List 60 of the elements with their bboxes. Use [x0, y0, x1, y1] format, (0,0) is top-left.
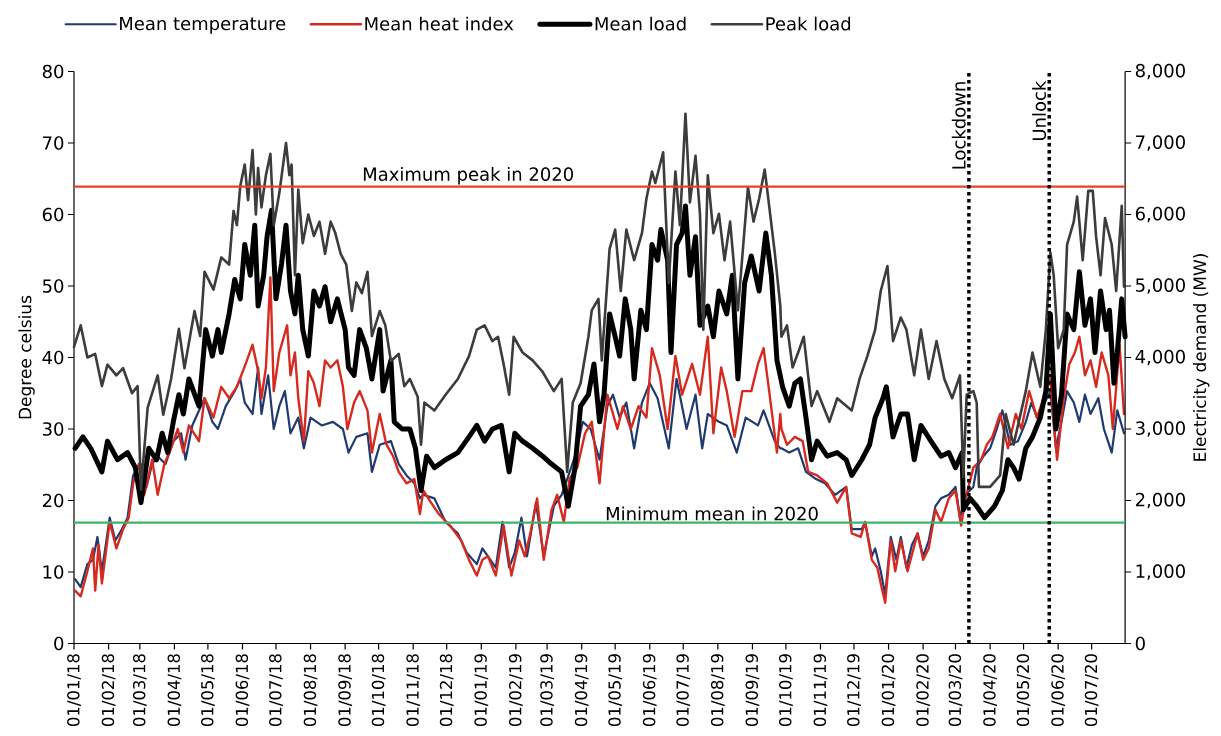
x-tick-label: 01/06/19: [642, 654, 657, 727]
y2-tick-label: 8,000: [1135, 63, 1185, 80]
x-tick-label: 01/12/18: [439, 654, 454, 727]
x-tick-label: 01/05/20: [1016, 654, 1031, 727]
y2-tick-label: 3,000: [1136, 421, 1185, 437]
legend-label: Mean temperature: [120, 16, 286, 34]
y-tick-label: 80: [42, 64, 64, 79]
x-tick-label: 01/01/18: [67, 654, 81, 727]
y2-tick-label: 1,000: [1136, 564, 1185, 580]
x-tick-label: 01/10/18: [371, 654, 386, 727]
y2-tick-label: 6,000: [1135, 206, 1185, 223]
x-tick-label: 01/11/18: [406, 654, 421, 727]
x-tick-label: 01/04/20: [983, 654, 997, 727]
y2-tick-label: 2,000: [1135, 492, 1185, 509]
ref-line-label: Minimum mean in 2020: [606, 506, 818, 521]
x-tick-label: 01/08/18: [303, 654, 318, 727]
legend-label: Peak load: [766, 16, 851, 31]
x-tick-label: 01/09/18: [338, 654, 353, 727]
x-tick-label: 01/03/20: [948, 654, 963, 727]
x-tick-label: 01/07/19: [676, 654, 691, 727]
y-tick-label: 10: [43, 565, 64, 579]
x-tick-label: 01/02/20: [916, 654, 931, 727]
line-series: [73, 276, 1126, 604]
x-tick-label: 01/02/18: [101, 654, 116, 727]
y2-tick-label: 4,000: [1135, 349, 1185, 366]
x-tick-label: 01/08/19: [710, 654, 725, 727]
x-tick-label: 01/10/19: [779, 654, 793, 727]
y2-axis-title: Electricity demand (MW): [1192, 254, 1210, 461]
x-tick-label: 01/03/18: [132, 654, 147, 727]
x-tick-label: 01/04/19: [574, 654, 589, 727]
x-tick-label: 01/06/20: [1051, 654, 1066, 727]
x-tick-label: 01/07/18: [269, 654, 283, 727]
y-tick-label: 50: [42, 279, 64, 293]
ref-line-label: Unlock: [1032, 80, 1047, 141]
x-tick-label: 01/07/20: [1084, 654, 1099, 727]
y2-tick-label: 0: [1135, 636, 1145, 651]
y2-tick-label: 5,000: [1136, 278, 1185, 294]
x-tick-label: 01/05/19: [608, 654, 623, 727]
x-tick-label: 01/05/18: [201, 654, 215, 727]
legend-label: Mean heat index: [365, 16, 514, 31]
y-tick-label: 70: [43, 136, 64, 150]
x-tick-label: 01/01/20: [881, 654, 896, 727]
x-tick-label: 01/11/19: [813, 654, 828, 727]
x-tick-label: 01/01/19: [474, 654, 489, 727]
x-tick-label: 01/12/19: [847, 654, 861, 727]
y-tick-label: 30: [42, 422, 64, 436]
x-tick-label: 01/02/19: [508, 654, 523, 727]
x-tick-label: 01/03/19: [540, 654, 554, 727]
y-tick-label: 20: [42, 493, 64, 508]
x-tick-label: 01/06/18: [235, 654, 250, 727]
ref-line-label: Lockdown: [951, 82, 966, 169]
y-tick-label: 60: [42, 207, 64, 222]
y2-tick-label: 7,000: [1136, 135, 1185, 151]
y-axis-title: Degree celsius: [18, 295, 35, 419]
x-tick-label: 01/09/19: [745, 654, 760, 727]
ref-line-label: Maximum peak in 2020: [363, 167, 573, 185]
x-tick-label: 01/04/18: [167, 654, 182, 727]
y-tick-label: 40: [42, 350, 64, 365]
legend-label: Mean load: [595, 16, 686, 31]
y-tick-label: 0: [54, 636, 64, 651]
